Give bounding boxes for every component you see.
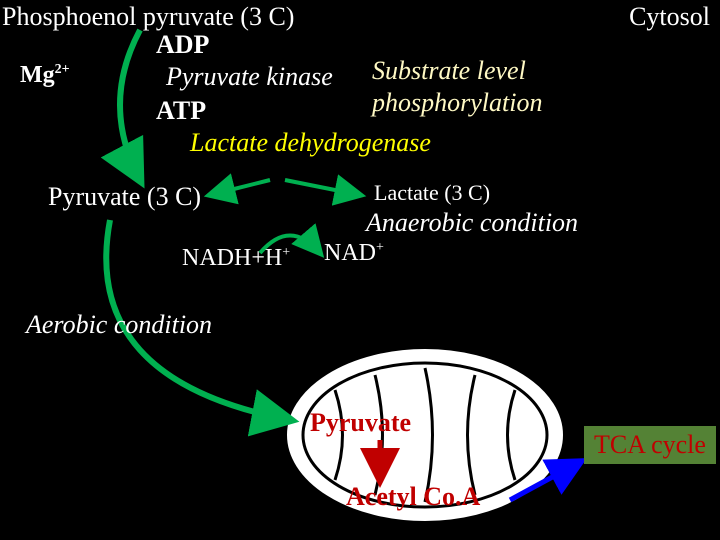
- arrow-ldh-right: [285, 180, 360, 195]
- nad-label: NAD+: [324, 240, 384, 267]
- pyruvate-mito-label: Pyruvate: [310, 408, 411, 438]
- lactate3c-label: Lactate (3 C): [374, 180, 490, 206]
- pyruvate3c-label: Pyruvate (3 C): [48, 182, 201, 212]
- pep-label: Phosphoenol pyruvate (3 C): [2, 2, 294, 32]
- pyruvate-kinase-label: Pyruvate kinase: [166, 62, 333, 92]
- cytosol-label: Cytosol: [629, 2, 710, 32]
- ldh-label: Lactate dehydrogenase: [190, 128, 431, 158]
- aerobic-label: Aerobic condition: [26, 310, 212, 340]
- mg-label: Mg2+: [20, 62, 70, 89]
- acetyl-label: Acetyl Co.A: [346, 482, 480, 512]
- substrate-level-label: Substrate level: [372, 56, 526, 86]
- adp-label: ADP: [156, 30, 209, 60]
- anaerobic-label: Anaerobic condition: [366, 208, 578, 238]
- arrow-pep-pyruvate: [120, 30, 140, 180]
- arrow-ldh-left: [210, 180, 270, 195]
- phosphorylation-label: phosphorylation: [372, 88, 542, 118]
- tca-box: TCA cycle: [584, 426, 716, 464]
- nadh-label: NADH+H+: [182, 245, 290, 272]
- atp-label: ATP: [156, 96, 206, 126]
